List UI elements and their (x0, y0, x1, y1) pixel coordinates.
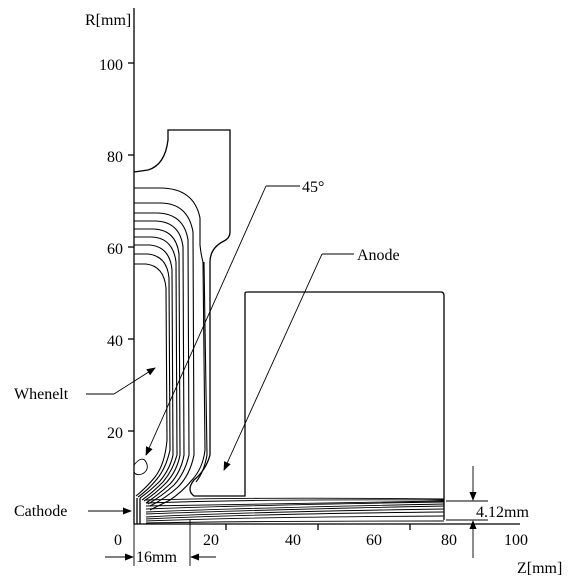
angle-annotation (145, 185, 300, 456)
gap-dimension (105, 520, 216, 566)
cathode-label: Cathode (14, 503, 67, 520)
r-tick-label: 20 (107, 425, 123, 442)
beam-radius-label: 4.12mm (476, 504, 529, 521)
r-tick-label: 40 (107, 333, 123, 350)
equipotential-lines (134, 187, 208, 511)
beam-radius-dimension (446, 466, 488, 558)
whenelt-annotation (86, 367, 156, 395)
z-tick-label: 100 (504, 532, 528, 549)
z-tick-label: 40 (285, 532, 301, 549)
angle-label: 45° (302, 179, 324, 196)
whenelt-label: Whenelt (14, 386, 69, 403)
gap-label: 16mm (136, 549, 177, 566)
anode-annotation (223, 253, 354, 471)
r-axis-title: R[mm] (85, 12, 131, 29)
z-tick-label: 20 (203, 532, 219, 549)
beam-trajectories (145, 497, 445, 524)
z-tick-label: 0 (114, 532, 122, 549)
cathode-tip (133, 458, 148, 476)
anode-electrode (244, 291, 445, 520)
z-axis-title: Z[mm] (517, 560, 562, 577)
z-tick-label: 80 (441, 532, 457, 549)
whenelt-electrode (133, 129, 246, 497)
r-tick-label: 80 (107, 149, 123, 166)
r-tick-label: 100 (99, 57, 123, 74)
r-tick-label: 60 (107, 241, 123, 258)
z-axis-ticks (225, 524, 411, 530)
z-tick-label: 60 (366, 532, 382, 549)
axes (128, 8, 520, 530)
anode-label: Anode (357, 247, 400, 264)
r-axis-ticks (128, 62, 134, 432)
